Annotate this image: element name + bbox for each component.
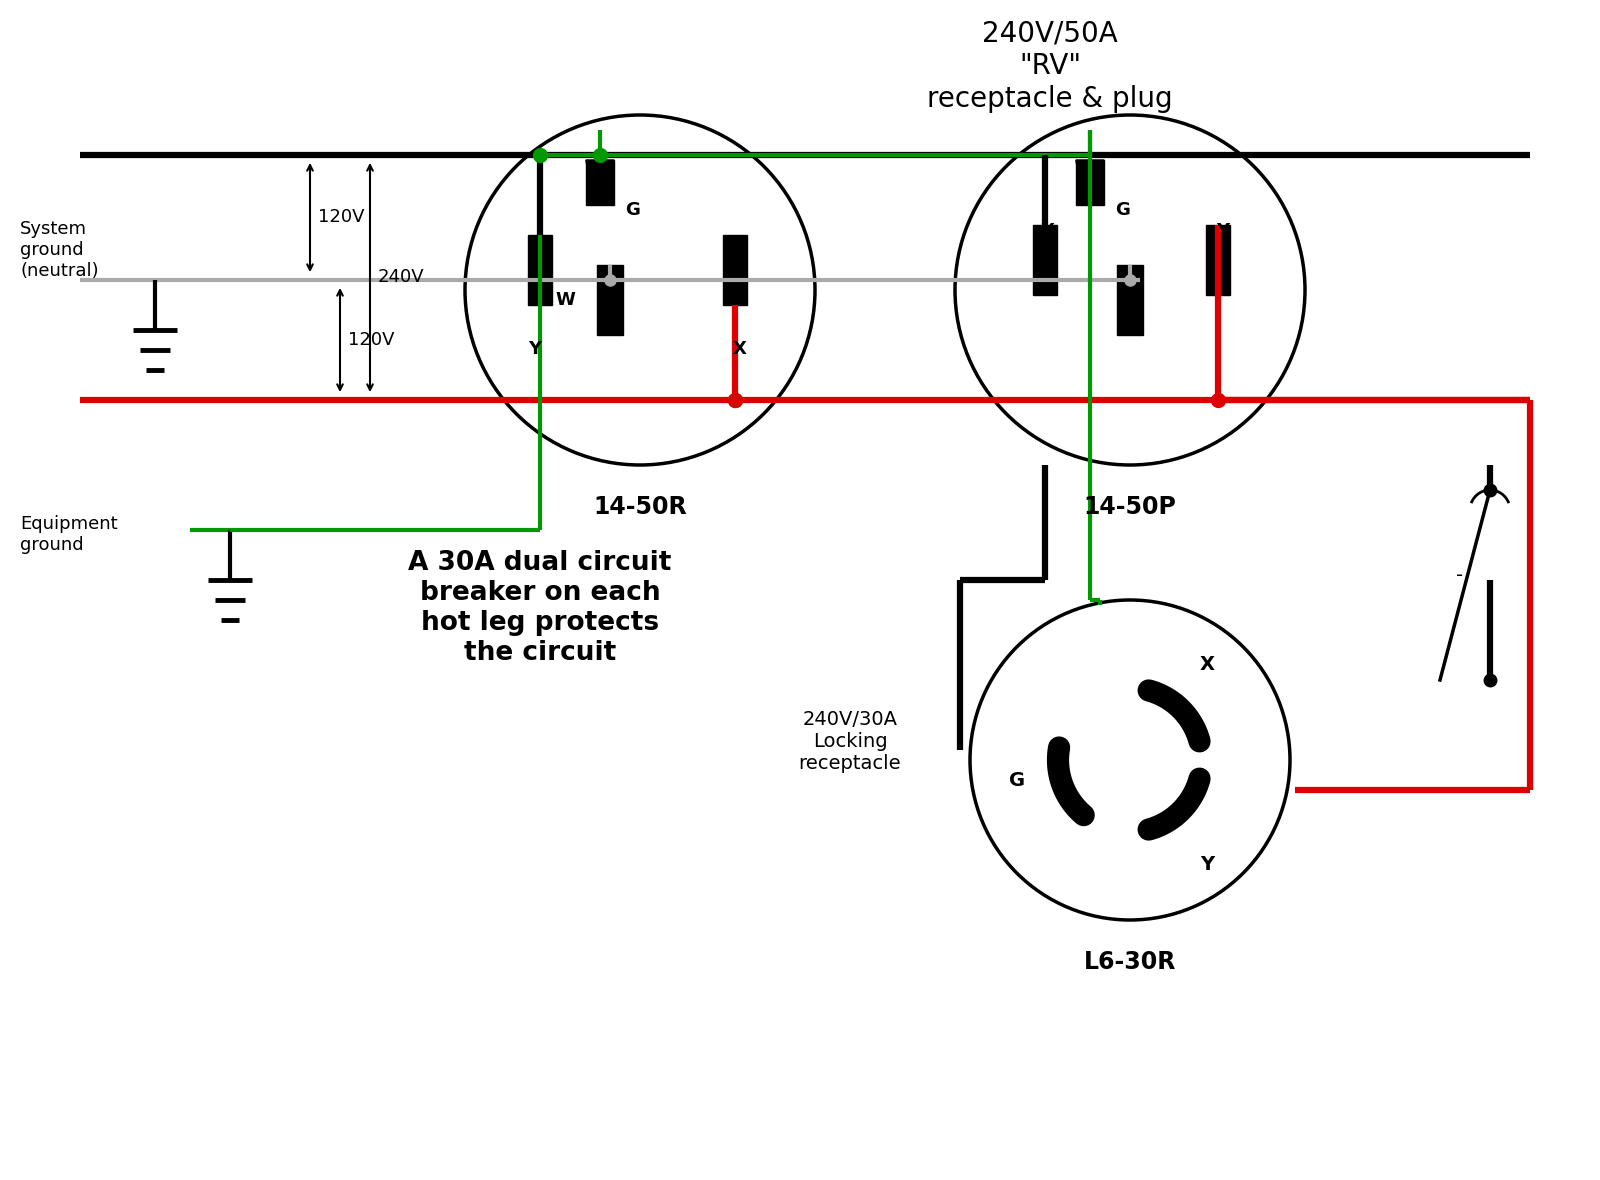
Text: G: G — [1115, 201, 1130, 219]
Polygon shape — [1075, 160, 1104, 173]
Bar — [1117, 266, 1142, 335]
Text: W: W — [555, 291, 574, 309]
Bar — [1075, 160, 1104, 205]
Polygon shape — [586, 160, 614, 173]
Text: Y: Y — [1216, 222, 1229, 240]
Text: X: X — [733, 340, 747, 358]
Text: X: X — [1042, 222, 1054, 240]
Text: 14-50R: 14-50R — [594, 494, 686, 519]
Text: 240V/50A
"RV"
receptacle & plug: 240V/50A "RV" receptacle & plug — [926, 20, 1173, 113]
Text: 120V: 120V — [318, 208, 365, 227]
Text: A 30A dual circuit
breaker on each
hot leg protects
the circuit: A 30A dual circuit breaker on each hot l… — [408, 550, 672, 666]
Text: G: G — [1010, 771, 1026, 789]
Text: 120V: 120V — [349, 332, 395, 349]
Text: X: X — [1200, 656, 1214, 675]
Bar — [586, 160, 614, 205]
Bar — [1034, 225, 1058, 295]
Text: Y: Y — [528, 340, 541, 358]
Text: 240V/30A
Locking
receptacle: 240V/30A Locking receptacle — [798, 710, 901, 773]
Text: -: - — [1456, 565, 1464, 584]
Bar — [1206, 225, 1230, 295]
Bar — [597, 266, 622, 335]
Text: 14-50P: 14-50P — [1083, 494, 1176, 519]
Text: W: W — [1120, 296, 1139, 314]
Bar — [528, 235, 552, 304]
Text: L6-30R: L6-30R — [1083, 950, 1176, 974]
Text: G: G — [626, 201, 640, 219]
Text: Equipment
ground: Equipment ground — [19, 514, 118, 553]
Text: Y: Y — [1200, 856, 1214, 874]
Bar — [723, 235, 747, 304]
Text: 240V: 240V — [378, 268, 424, 286]
Text: System
ground
(neutral): System ground (neutral) — [19, 219, 99, 280]
